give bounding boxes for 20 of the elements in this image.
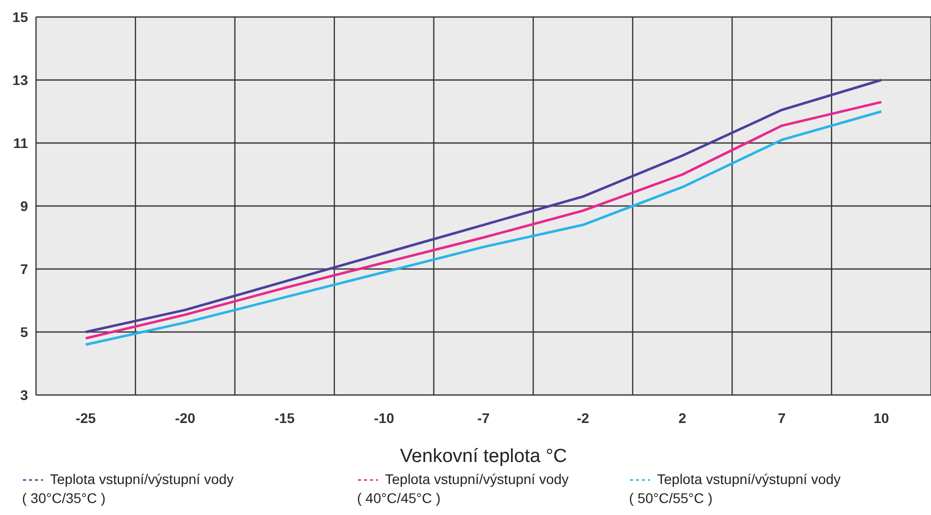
x-tick-label: -15 bbox=[274, 410, 295, 426]
x-tick-label: 10 bbox=[873, 410, 890, 426]
legend-label: Teplota vstupní/výstupní vody ( 30°C/35°C ) bbox=[22, 470, 235, 508]
y-tick-label: 3 bbox=[20, 386, 28, 403]
x-tick-label: -25 bbox=[76, 410, 96, 426]
x-tick-label: 2 bbox=[678, 410, 686, 426]
y-tick-label: 9 bbox=[20, 198, 28, 214]
y-tick-label: 13 bbox=[12, 72, 28, 88]
x-tick-label: -2 bbox=[576, 410, 590, 426]
legend-label: Teplota vstupní/výstupní vody ( 50°C/55°C ) bbox=[629, 470, 842, 508]
legend-label: Teplota vstupní/výstupní vody ( 40°C/45°C ) bbox=[357, 470, 570, 508]
y-tick-label: 5 bbox=[20, 324, 28, 340]
y-tick-label: 11 bbox=[13, 134, 28, 151]
y-tick-label: 7 bbox=[20, 260, 28, 277]
x-axis-title: Venkovní teplota °C bbox=[400, 446, 568, 467]
y-tick-label: 15 bbox=[12, 8, 28, 25]
x-tick-label: -20 bbox=[175, 410, 196, 426]
x-tick-label: -7 bbox=[477, 410, 490, 426]
x-tick-label: 7 bbox=[778, 410, 786, 426]
x-tick-label: -10 bbox=[374, 410, 394, 426]
